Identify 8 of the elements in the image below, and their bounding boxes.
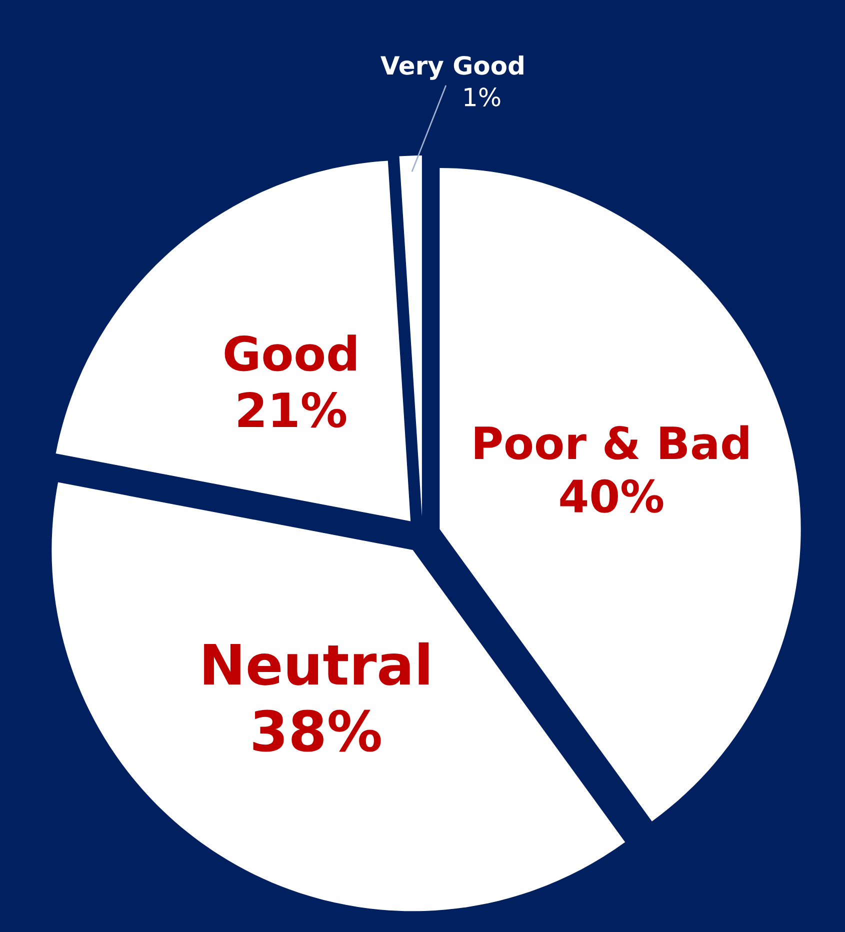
slice-label: Neutral [204, 642, 429, 686]
data-label: 38% [253, 710, 381, 752]
data-label: 21% [238, 392, 346, 428]
slice-label: Very Good [380, 56, 524, 80]
data-label: 1% [464, 88, 500, 106]
slice-label: Poor & Bad [475, 425, 748, 460]
data-label: 40% [560, 479, 664, 513]
slice-label: Good [224, 334, 356, 372]
